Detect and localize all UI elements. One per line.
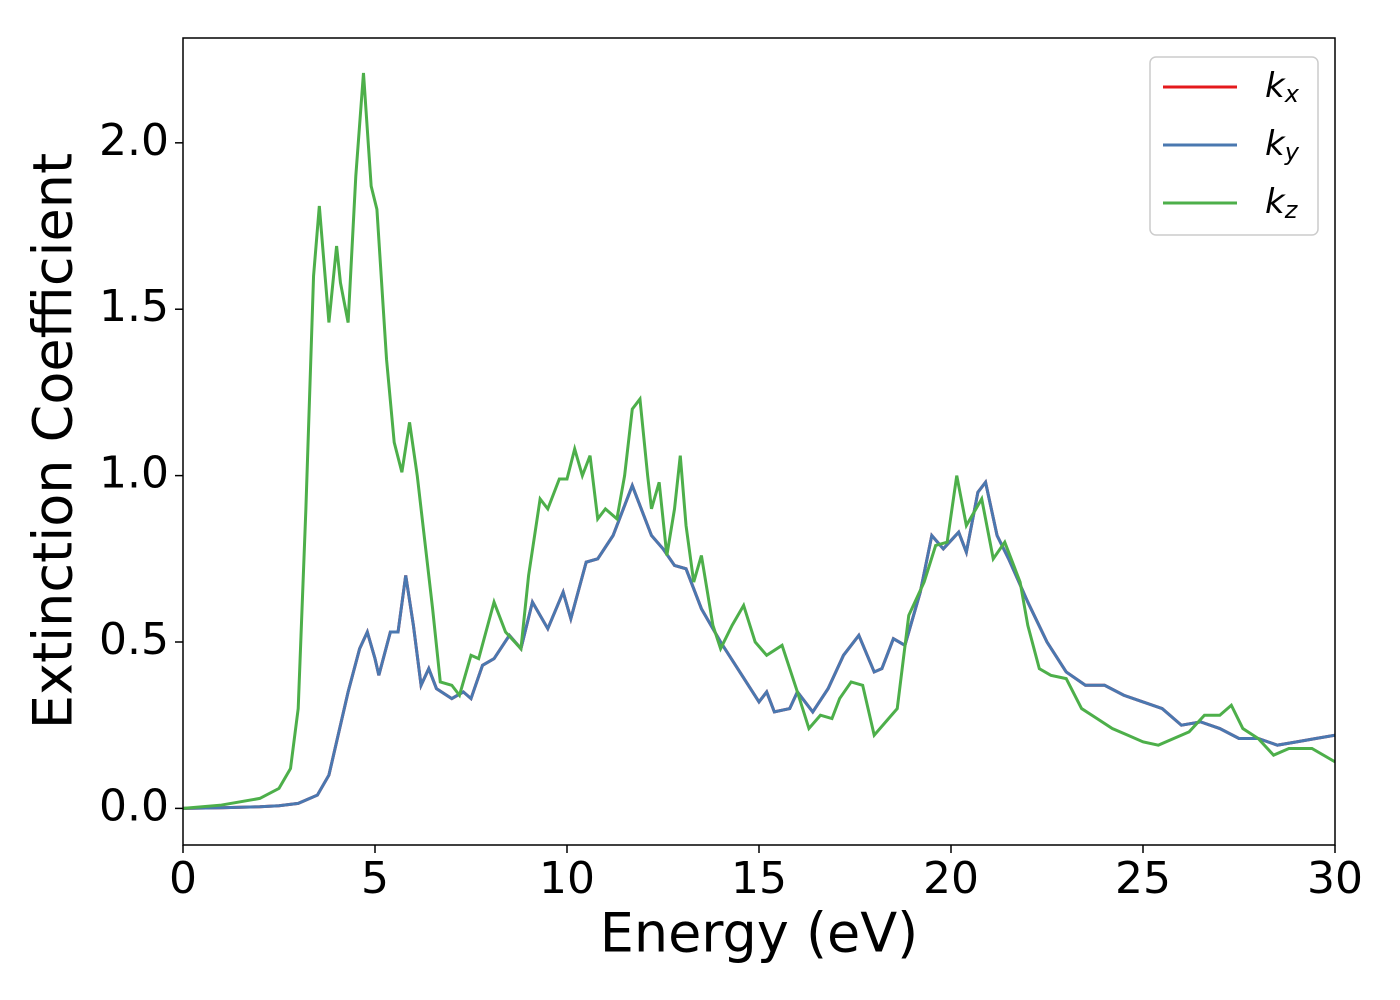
legend-label: kx — [1265, 66, 1300, 109]
x-tick-label: 5 — [361, 853, 389, 904]
x-tick-label: 25 — [1115, 853, 1171, 904]
x-tick-label: 0 — [169, 853, 197, 904]
y-tick-label: 0.5 — [99, 614, 169, 665]
legend-label: kz — [1265, 182, 1299, 225]
legend-label: ky — [1265, 124, 1300, 167]
y-tick-label: 1.0 — [99, 448, 169, 499]
y-tick-label: 0.0 — [99, 780, 169, 831]
x-tick-label: 20 — [923, 853, 979, 904]
y-tick-label: 1.5 — [99, 281, 169, 332]
x-axis-label: Energy (eV) — [600, 902, 919, 965]
y-axis-label: Extinction Coefficient — [22, 153, 85, 729]
x-tick-label: 10 — [539, 853, 595, 904]
plot-frame — [182, 37, 1336, 846]
series-line — [183, 478, 1335, 810]
x-tick-label: 15 — [731, 853, 787, 904]
x-tick-label: 30 — [1307, 853, 1363, 904]
series-line — [183, 72, 1335, 810]
y-tick-label: 2.0 — [99, 115, 169, 166]
